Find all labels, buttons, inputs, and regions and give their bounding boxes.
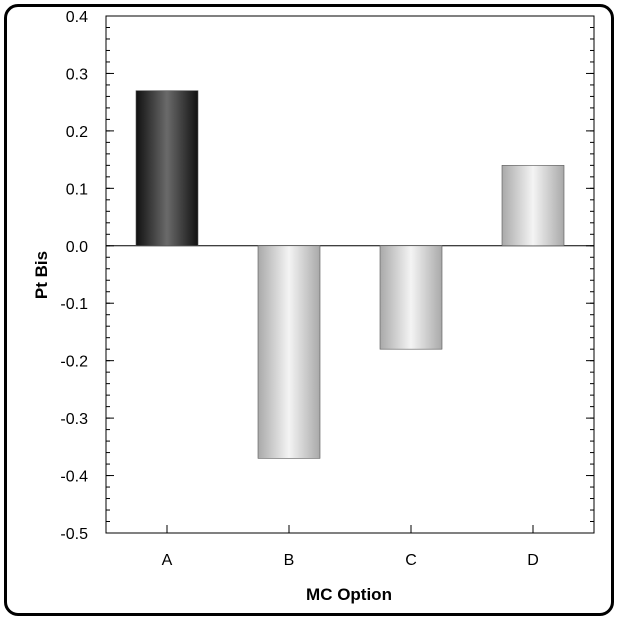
- x-tick-label-a: A: [162, 552, 173, 569]
- bar-b: [257, 245, 321, 459]
- x-axis-ticks: A B C D: [162, 525, 539, 569]
- y-tick-label: -0.2: [60, 354, 88, 371]
- y-tick-label: 0.4: [66, 9, 88, 26]
- bar-a: [135, 90, 199, 247]
- y-tick-label: 0.3: [66, 66, 88, 83]
- y-tick-label: 0.1: [66, 181, 88, 198]
- y-tick-label: 0.2: [66, 124, 88, 141]
- bars: [135, 90, 565, 459]
- x-tick-label-c: C: [405, 552, 417, 569]
- y-tick-label: -0.4: [60, 469, 88, 486]
- y-axis-ticks: 0.4 0.3 0.2 0.1 0.0 -0.1 -0.2 -0.3 -0.4 -0.5: [60, 9, 594, 543]
- x-tick-label-b: B: [284, 552, 295, 569]
- y-tick-label: -0.5: [60, 526, 88, 543]
- x-tick-label-d: D: [527, 552, 539, 569]
- y-tick-label: -0.1: [60, 296, 88, 313]
- y-tick-label: 0.0: [66, 239, 88, 256]
- bar-c: [379, 245, 443, 350]
- plot-border: [105, 15, 595, 534]
- y-tick-label: -0.3: [60, 411, 88, 428]
- bar-d: [501, 165, 565, 247]
- x-axis-title: MC Option: [306, 585, 392, 604]
- y-axis-title: Pt Bis: [32, 251, 51, 299]
